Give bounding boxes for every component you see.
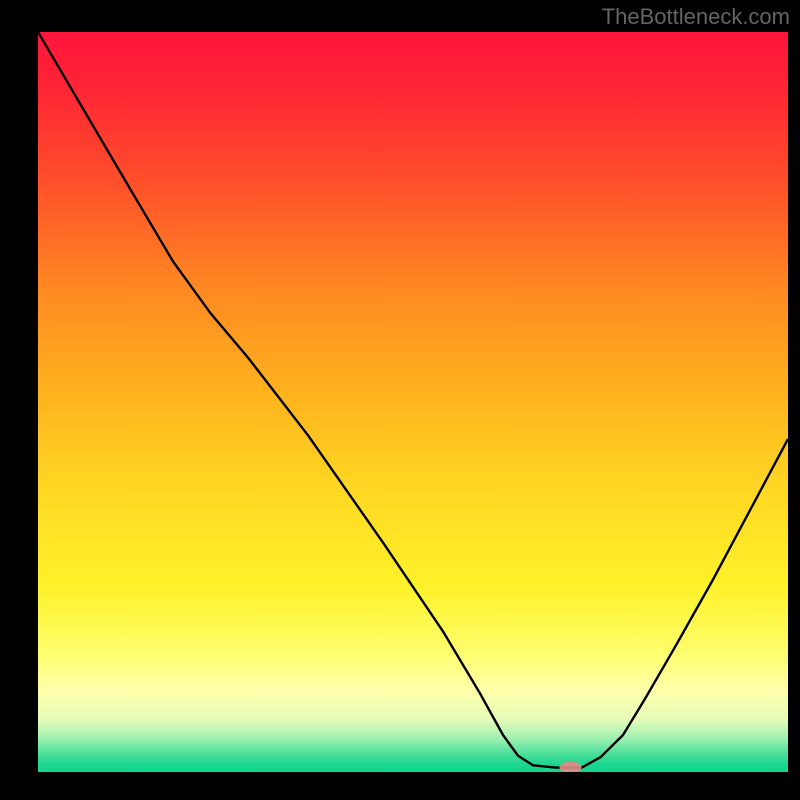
plot-area <box>38 32 788 772</box>
watermark-text: TheBottleneck.com <box>602 4 790 30</box>
plot-svg <box>38 32 788 772</box>
gradient-background <box>38 32 788 772</box>
